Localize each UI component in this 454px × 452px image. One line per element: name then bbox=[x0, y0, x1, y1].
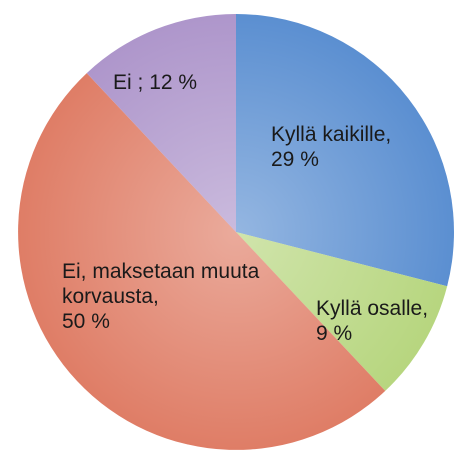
slice-shade bbox=[86, 14, 236, 232]
category-label: Kyllä osalle, bbox=[316, 297, 429, 320]
slice-shade bbox=[236, 232, 448, 391]
value-label: 50 % bbox=[62, 310, 110, 333]
value-label: 12 % bbox=[149, 71, 198, 94]
category-label: Ei, maksetaan muuta korvausta, bbox=[62, 260, 260, 308]
data-label: Ei ; 12 % bbox=[113, 70, 263, 95]
category-label: Kyllä kaikille, bbox=[271, 123, 392, 146]
data-label: Kyllä kaikille, 29 % bbox=[271, 122, 454, 172]
slice-shade bbox=[236, 14, 454, 287]
value-label: 29 % bbox=[271, 148, 319, 171]
data-label: Kyllä osalle, 9 % bbox=[316, 296, 454, 346]
slice-shade bbox=[18, 73, 386, 450]
data-label: Ei, maksetaan muuta korvausta, 50 % bbox=[62, 259, 302, 334]
value-label: 9 % bbox=[316, 322, 353, 345]
category-label: Ei ; bbox=[113, 71, 144, 94]
